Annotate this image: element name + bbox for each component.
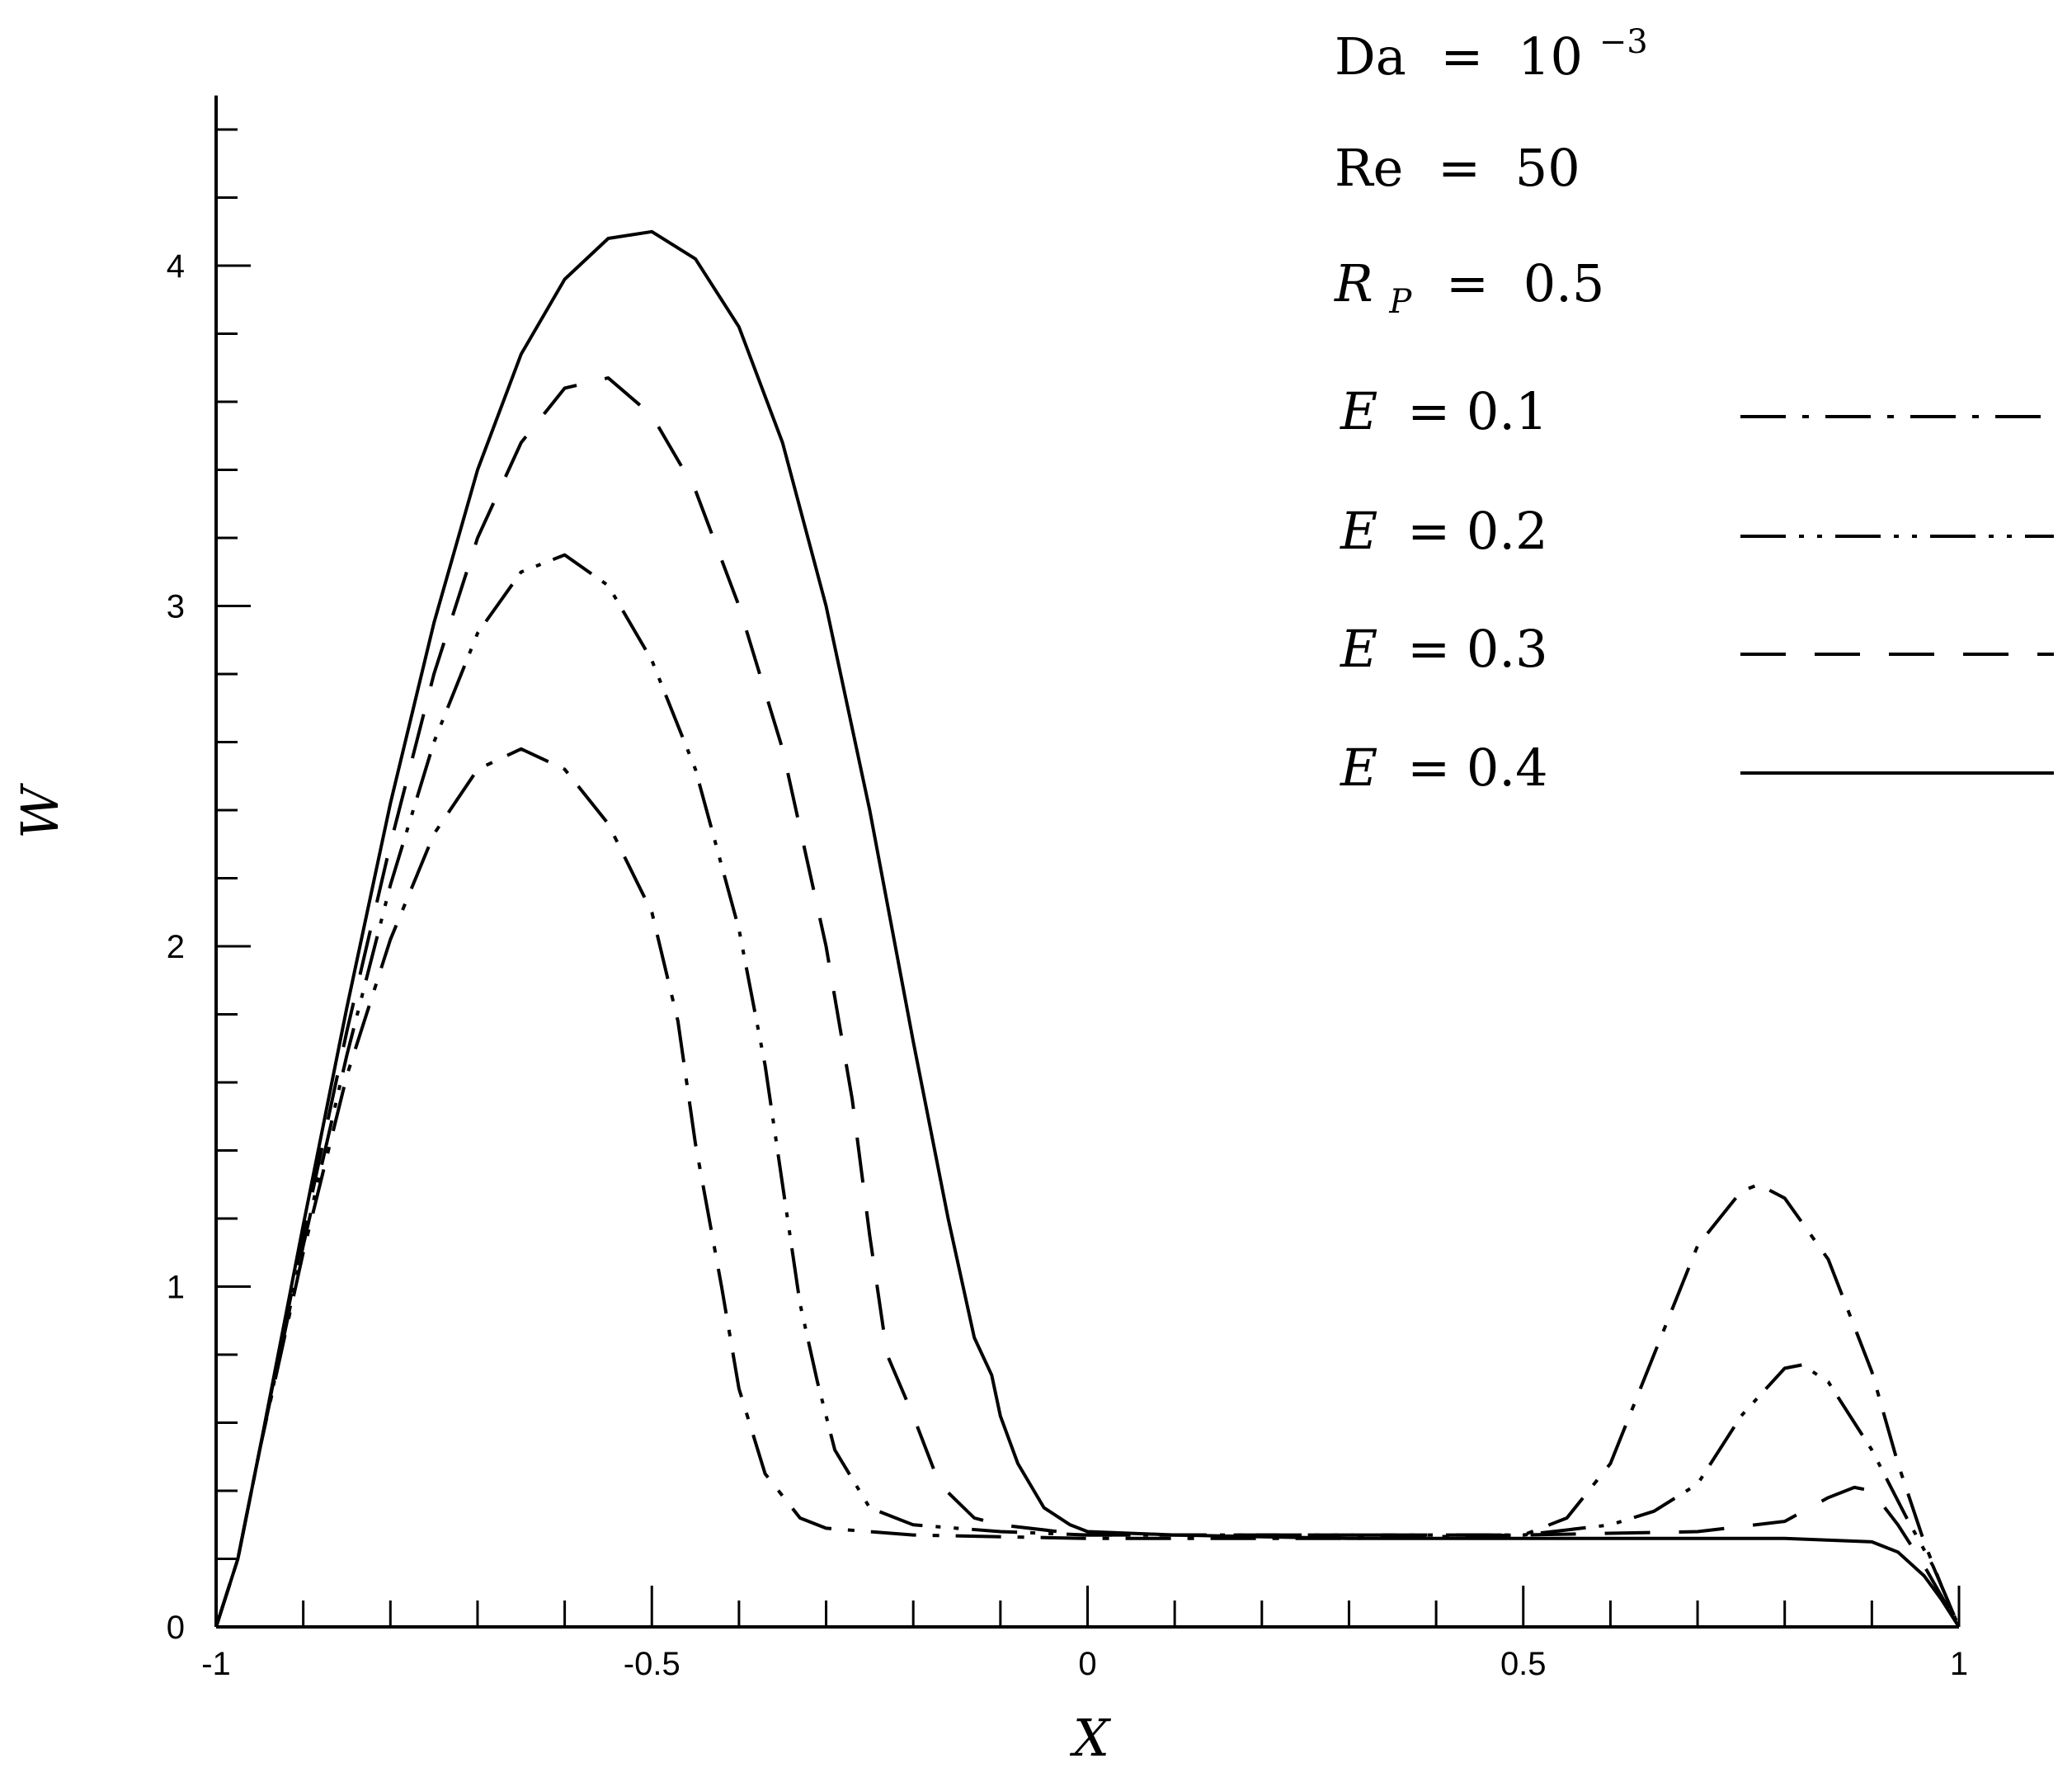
param-re: Re = 50 [1335,138,1580,198]
x-tick-label: 0 [1078,1646,1096,1682]
legend-label-1: E = 0.1 [1340,381,1548,441]
series-line-2 [214,553,1961,1628]
legend: E = 0.1 E = 0.2 E = 0.3 E = 0.4 [1340,381,2054,798]
x-tick-label: -1 [201,1646,231,1682]
x-tick-label: 1 [1950,1646,1968,1682]
y-tick-label: 0 [167,1610,185,1646]
series-line-4 [214,229,1961,1629]
y-tick-label: 4 [167,248,185,285]
legend-label-2: E = 0.2 [1340,501,1548,561]
y-axis-title: W [10,783,70,839]
series-layer [214,229,1961,1629]
legend-label-3: E = 0.3 [1340,619,1548,679]
series-line-1 [214,747,1961,1628]
axes: -1 -0.5 0 0.5 1 0 1 2 3 4 [167,95,1968,1682]
y-tick-label: 3 [167,589,185,625]
legend-label-4: E = 0.4 [1340,738,1548,798]
param-da: Da = 10 −3 [1335,23,1648,87]
x-tick-label: 0.5 [1500,1646,1547,1682]
param-rp: R P = 0.5 [1334,253,1604,325]
y-ticks: 0 1 2 3 4 [167,128,251,1646]
series-line-3 [214,376,1961,1628]
parameter-annotations: Da = 10 −3 Re = 50 R P = 0.5 [1334,23,1648,325]
y-tick-label: 2 [167,929,185,965]
y-tick-label: 1 [167,1270,185,1306]
x-tick-label: -0.5 [624,1646,680,1682]
x-axis-title: X [1070,1708,1112,1768]
x-ticks: -1 -0.5 0 0.5 1 [201,1586,1968,1682]
